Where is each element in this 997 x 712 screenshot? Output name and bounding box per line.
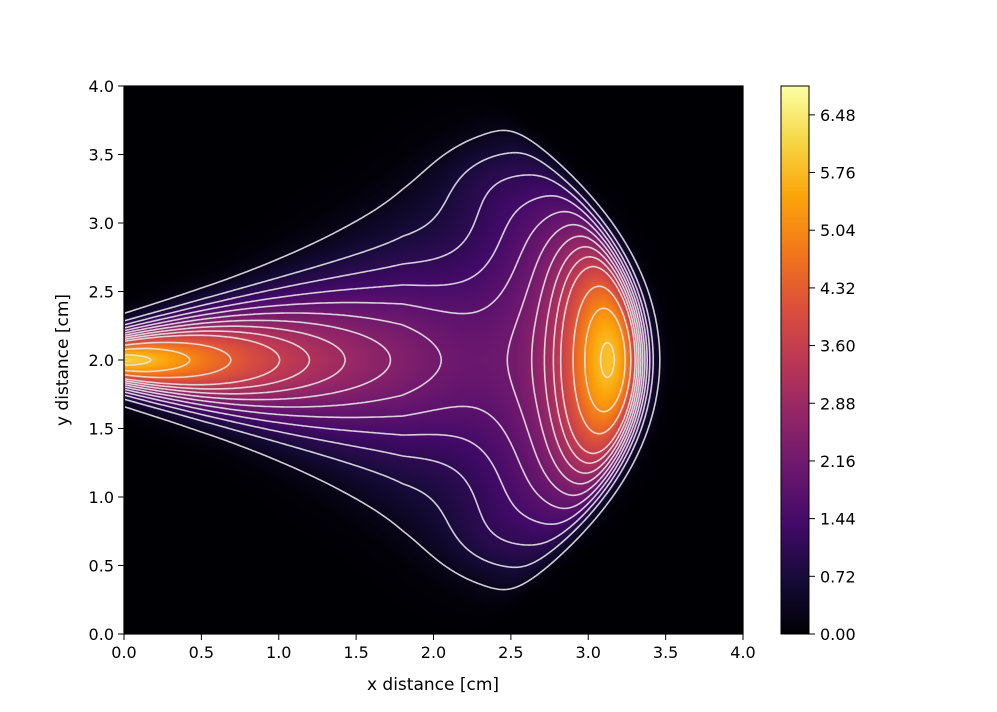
contour-line <box>124 210 646 510</box>
colorbar: 0.00 0.72 1.44 2.16 2.88 3.60 4.32 5.04 5.76 6.48 <box>780 85 856 644</box>
contour-line <box>124 246 640 474</box>
y-tick-label: 2.0 <box>89 351 114 370</box>
colorbar-ticks: 0.00 0.72 1.44 2.16 2.88 3.60 4.32 5.04 5.76 6.48 <box>809 106 856 644</box>
colorbar-tick-label: 4.32 <box>820 279 856 298</box>
heatmap-plot-area <box>123 85 744 635</box>
x-axis-label: x distance [cm] <box>367 675 499 695</box>
y-tick-label: 1.5 <box>89 420 114 439</box>
contour-line <box>124 285 632 435</box>
colorbar-gradient <box>780 85 810 635</box>
heatmap-field <box>124 86 743 634</box>
x-tick-label: 0.5 <box>189 643 214 662</box>
x-tick-label: 1.5 <box>343 643 368 662</box>
contour-line <box>124 223 644 497</box>
x-axis: 0.0 0.5 1.0 1.5 2.0 2.5 3.0 3.5 4.0 <box>111 634 756 662</box>
y-tick-label: 3.5 <box>89 146 114 165</box>
contour-line <box>124 307 626 413</box>
y-tick-label: 4.0 <box>89 77 114 96</box>
contour-line <box>124 195 648 525</box>
y-tick-label: 0.0 <box>89 625 114 644</box>
contour-lines <box>124 129 661 591</box>
x-tick-label: 3.5 <box>653 643 678 662</box>
colorbar-tick-label: 0.72 <box>820 567 856 586</box>
colorbar-tick-label: 0.00 <box>820 625 856 644</box>
x-tick-label: 3.0 <box>576 643 601 662</box>
y-axis-label: y distance [cm] <box>53 294 73 426</box>
contour-line <box>124 174 651 546</box>
colorbar-tick-label: 5.76 <box>820 164 856 183</box>
x-tick-label: 4.0 <box>730 643 755 662</box>
colorbar-tick-label: 6.48 <box>820 106 856 125</box>
y-tick-label: 2.5 <box>89 283 114 302</box>
y-tick-label: 1.0 <box>89 488 114 507</box>
colorbar-tick-label: 3.60 <box>820 337 856 356</box>
colorbar-tick-label: 1.44 <box>820 510 856 529</box>
contour-line <box>124 151 654 569</box>
x-tick-label: 2.0 <box>421 643 446 662</box>
x-tick-label: 2.5 <box>498 643 523 662</box>
contour-line <box>124 256 638 464</box>
y-axis: 0.0 0.5 1.0 1.5 2.0 2.5 3.0 3.5 4.0 <box>89 77 124 644</box>
y-tick-label: 0.5 <box>89 557 114 576</box>
colorbar-tick-label: 2.16 <box>820 452 856 471</box>
contour-line <box>124 235 642 485</box>
colorbar-tick-label: 5.04 <box>820 221 856 240</box>
colorbar-tick-label: 2.88 <box>820 394 856 413</box>
contour-line <box>125 341 616 379</box>
y-tick-label: 3.0 <box>89 214 114 233</box>
contour-line <box>124 265 636 455</box>
x-tick-label: 1.0 <box>266 643 291 662</box>
contour-line <box>124 129 661 591</box>
x-tick-label: 0.0 <box>111 643 136 662</box>
